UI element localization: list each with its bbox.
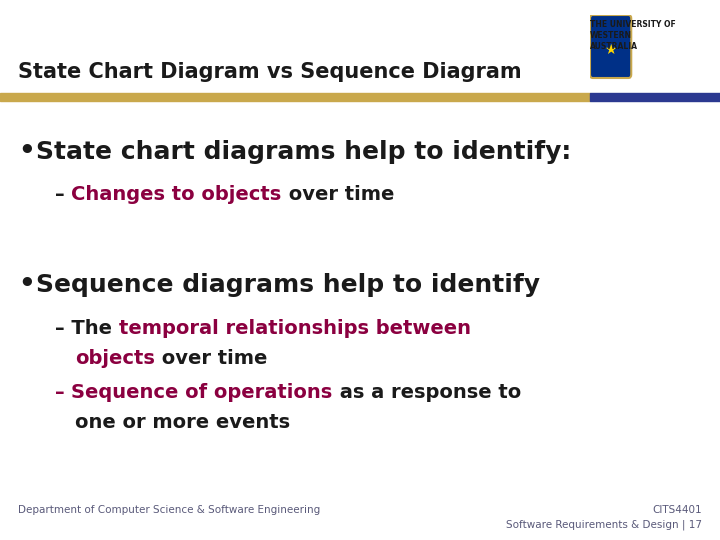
Text: •: • — [18, 272, 35, 298]
Text: as a response to: as a response to — [333, 383, 521, 402]
Text: •: • — [18, 139, 35, 165]
Text: one or more events: one or more events — [75, 414, 290, 433]
Text: over time: over time — [282, 186, 394, 205]
Text: ★: ★ — [604, 43, 617, 57]
Text: Sequence of operations: Sequence of operations — [71, 383, 333, 402]
Text: objects: objects — [75, 348, 155, 368]
Bar — [0, 93, 590, 101]
Text: Department of Computer Science & Software Engineering: Department of Computer Science & Softwar… — [18, 505, 320, 515]
Text: –: – — [55, 383, 71, 402]
Text: State chart diagrams help to identify:: State chart diagrams help to identify: — [36, 140, 571, 164]
Text: State Chart Diagram vs Sequence Diagram: State Chart Diagram vs Sequence Diagram — [18, 62, 521, 82]
Text: Changes to objects: Changes to objects — [71, 186, 282, 205]
Text: –: – — [55, 186, 71, 205]
FancyBboxPatch shape — [590, 15, 631, 78]
Text: THE UNIVERSITY OF
WESTERN
AUSTRALIA: THE UNIVERSITY OF WESTERN AUSTRALIA — [590, 20, 676, 51]
Text: Software Requirements & Design | 17: Software Requirements & Design | 17 — [506, 519, 702, 530]
Text: temporal relationships between: temporal relationships between — [119, 319, 471, 338]
Text: over time: over time — [155, 348, 267, 368]
Text: – The: – The — [55, 319, 119, 338]
Bar — [590, 93, 720, 101]
Text: CITS4401: CITS4401 — [652, 505, 702, 515]
Text: Sequence diagrams help to identify: Sequence diagrams help to identify — [36, 273, 540, 297]
